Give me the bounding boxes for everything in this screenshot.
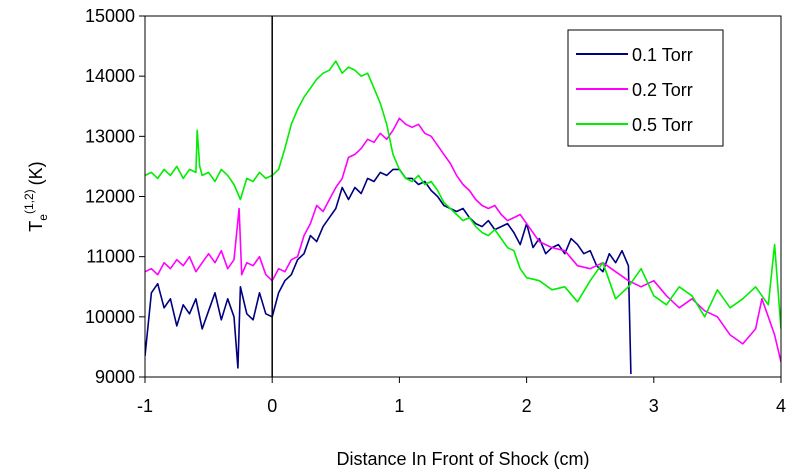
x-axis-label: Distance In Front of Shock (cm) <box>336 449 589 469</box>
legend-label: 0.5 Torr <box>632 115 693 135</box>
series-line-0-2-torr <box>145 117 781 363</box>
y-tick-label: 15000 <box>85 6 135 26</box>
y-tick-label: 12000 <box>85 187 135 207</box>
x-tick-label: 1 <box>394 396 404 416</box>
series-line-0-1-torr <box>145 168 632 375</box>
x-tick-label: -1 <box>137 396 153 416</box>
y-axis-label-superscript: (1,2) <box>22 189 36 214</box>
x-tick-label: 0 <box>267 396 277 416</box>
x-tick-label: 4 <box>776 396 786 416</box>
y-axis-label: Te(1,2) (K) <box>22 161 50 231</box>
y-tick-label: 14000 <box>85 66 135 86</box>
x-tick-label: 2 <box>522 396 532 416</box>
x-tick-label: 3 <box>649 396 659 416</box>
y-tick-label: 11000 <box>86 247 135 267</box>
legend-label: 0.1 Torr <box>632 45 693 65</box>
plot-area-border <box>144 15 782 378</box>
y-tick-label: 9000 <box>95 367 135 387</box>
series-line-0-5-torr <box>145 60 781 329</box>
legend-label: 0.2 Torr <box>632 80 693 100</box>
series-layer <box>145 60 781 375</box>
y-axis-label-main: T <box>26 221 46 232</box>
legend: 0.1 Torr 0.2 Torr 0.5 Torr <box>567 29 724 147</box>
y-axis-label-unit: (K) <box>26 161 46 185</box>
x-axis-ticks: -1 0 1 2 3 4 <box>137 377 786 416</box>
y-axis-label-subscript: e <box>36 214 50 221</box>
y-tick-label: 10000 <box>85 307 135 327</box>
y-tick-label: 13000 <box>85 126 135 146</box>
y-axis-ticks: 9000 10000 11000 12000 13000 14000 15000 <box>85 6 145 387</box>
